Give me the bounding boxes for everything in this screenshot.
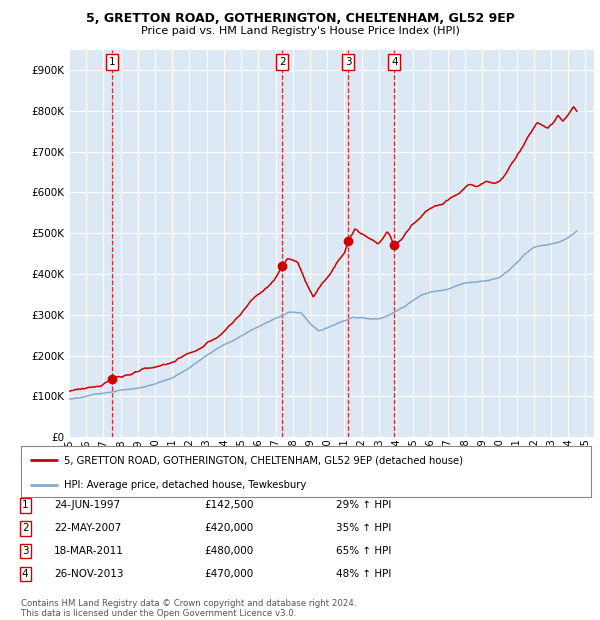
Text: £420,000: £420,000: [204, 523, 253, 533]
Text: 65% ↑ HPI: 65% ↑ HPI: [336, 546, 391, 556]
Text: 18-MAR-2011: 18-MAR-2011: [54, 546, 124, 556]
Text: 5, GRETTON ROAD, GOTHERINGTON, CHELTENHAM, GL52 9EP: 5, GRETTON ROAD, GOTHERINGTON, CHELTENHA…: [86, 12, 514, 25]
Text: 22-MAY-2007: 22-MAY-2007: [54, 523, 121, 533]
Text: 1: 1: [109, 57, 115, 67]
Text: 29% ↑ HPI: 29% ↑ HPI: [336, 500, 391, 510]
Text: £480,000: £480,000: [204, 546, 253, 556]
Text: 5, GRETTON ROAD, GOTHERINGTON, CHELTENHAM, GL52 9EP (detached house): 5, GRETTON ROAD, GOTHERINGTON, CHELTENHA…: [64, 455, 463, 465]
Text: 4: 4: [22, 569, 29, 579]
Text: £470,000: £470,000: [204, 569, 253, 579]
Text: 2: 2: [279, 57, 286, 67]
Text: 24-JUN-1997: 24-JUN-1997: [54, 500, 120, 510]
Text: 3: 3: [22, 546, 29, 556]
Text: 2: 2: [22, 523, 29, 533]
Text: HPI: Average price, detached house, Tewkesbury: HPI: Average price, detached house, Tewk…: [64, 479, 306, 490]
Text: 35% ↑ HPI: 35% ↑ HPI: [336, 523, 391, 533]
Text: 1: 1: [22, 500, 29, 510]
Text: 48% ↑ HPI: 48% ↑ HPI: [336, 569, 391, 579]
Text: 4: 4: [391, 57, 398, 67]
Text: £142,500: £142,500: [204, 500, 254, 510]
Text: Contains HM Land Registry data © Crown copyright and database right 2024.
This d: Contains HM Land Registry data © Crown c…: [21, 599, 356, 618]
Text: 26-NOV-2013: 26-NOV-2013: [54, 569, 124, 579]
Text: 3: 3: [345, 57, 352, 67]
Text: Price paid vs. HM Land Registry's House Price Index (HPI): Price paid vs. HM Land Registry's House …: [140, 26, 460, 36]
